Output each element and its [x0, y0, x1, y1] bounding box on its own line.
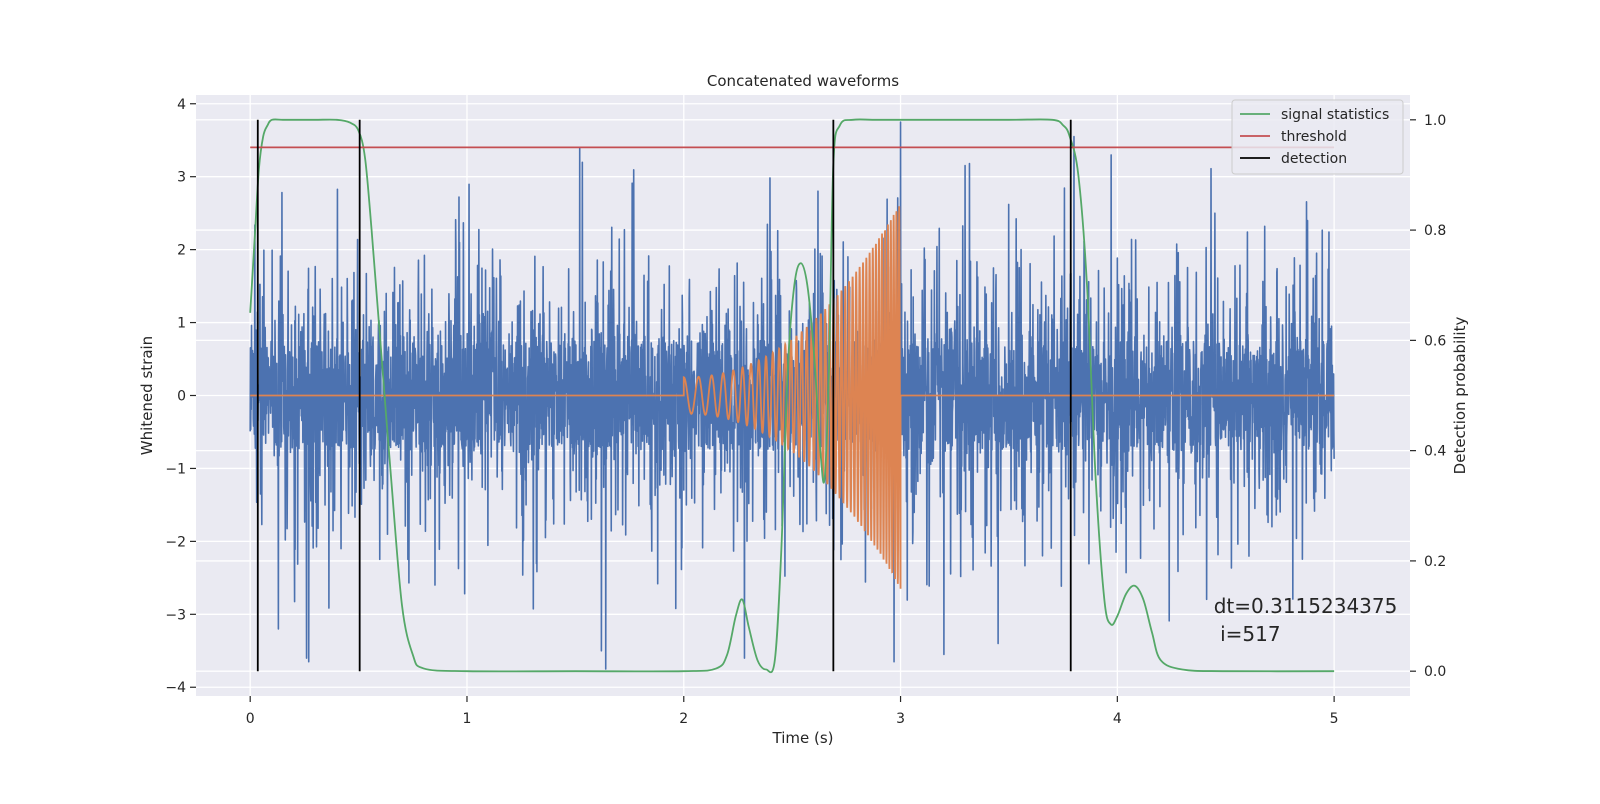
y-tick-label: 3: [177, 170, 186, 186]
plot-series: [249, 118, 1335, 674]
x-tick-label: 5: [1330, 711, 1339, 727]
y2-tick-label: 1.0: [1424, 113, 1446, 129]
annotation-text: dt=0.3115234375: [1214, 594, 1398, 618]
y2-tick-label: 0.0: [1424, 664, 1446, 680]
x-tick-label: 1: [463, 711, 472, 727]
y-tick-label: 2: [177, 243, 186, 259]
y-tick-label: −4: [165, 680, 186, 696]
legend-label: detection: [1281, 151, 1347, 167]
annotation: dt=0.3115234375 i=517: [1214, 594, 1398, 646]
y-tick-label: 1: [177, 316, 186, 332]
x-axis-label: Time (s): [772, 729, 834, 747]
x-tick-label: 3: [896, 711, 905, 727]
y2-tick-label: 0.6: [1424, 333, 1446, 349]
y2-axis-label: Detection probability: [1451, 317, 1469, 475]
annotation-text: i=517: [1214, 622, 1281, 646]
x-tick-label: 4: [1113, 711, 1122, 727]
legend-label: threshold: [1281, 129, 1347, 145]
axes-ticks: 0 1 2 3 4 5 −4 −3 −2 −1 0 1 2 3 4 0.0 0.2 0.4 0.6 0.8 1.0: [165, 97, 1446, 727]
y-tick-label: −1: [165, 461, 186, 477]
x-tick-label: 2: [679, 711, 688, 727]
chart-title: Concatenated waveforms: [707, 72, 899, 90]
y-tick-label: −2: [165, 534, 186, 550]
signal-statistics-line: [249, 118, 1335, 674]
y-axis-label: Whitened strain: [138, 336, 156, 455]
y-tick-label: 4: [177, 97, 186, 113]
y2-tick-label: 0.4: [1424, 444, 1446, 460]
y-tick-label: −3: [165, 607, 186, 623]
legend-box: [1231, 99, 1404, 175]
y2-tick-label: 0.8: [1424, 223, 1446, 239]
y2-tick-label: 0.2: [1424, 554, 1446, 570]
chirp-series-line: [250, 206, 1335, 589]
legend-label: signal statistics: [1281, 107, 1389, 123]
legend: signal statistics threshold detection: [1231, 99, 1404, 175]
x-tick-label: 0: [246, 711, 255, 727]
y-tick-label: 0: [177, 389, 186, 405]
